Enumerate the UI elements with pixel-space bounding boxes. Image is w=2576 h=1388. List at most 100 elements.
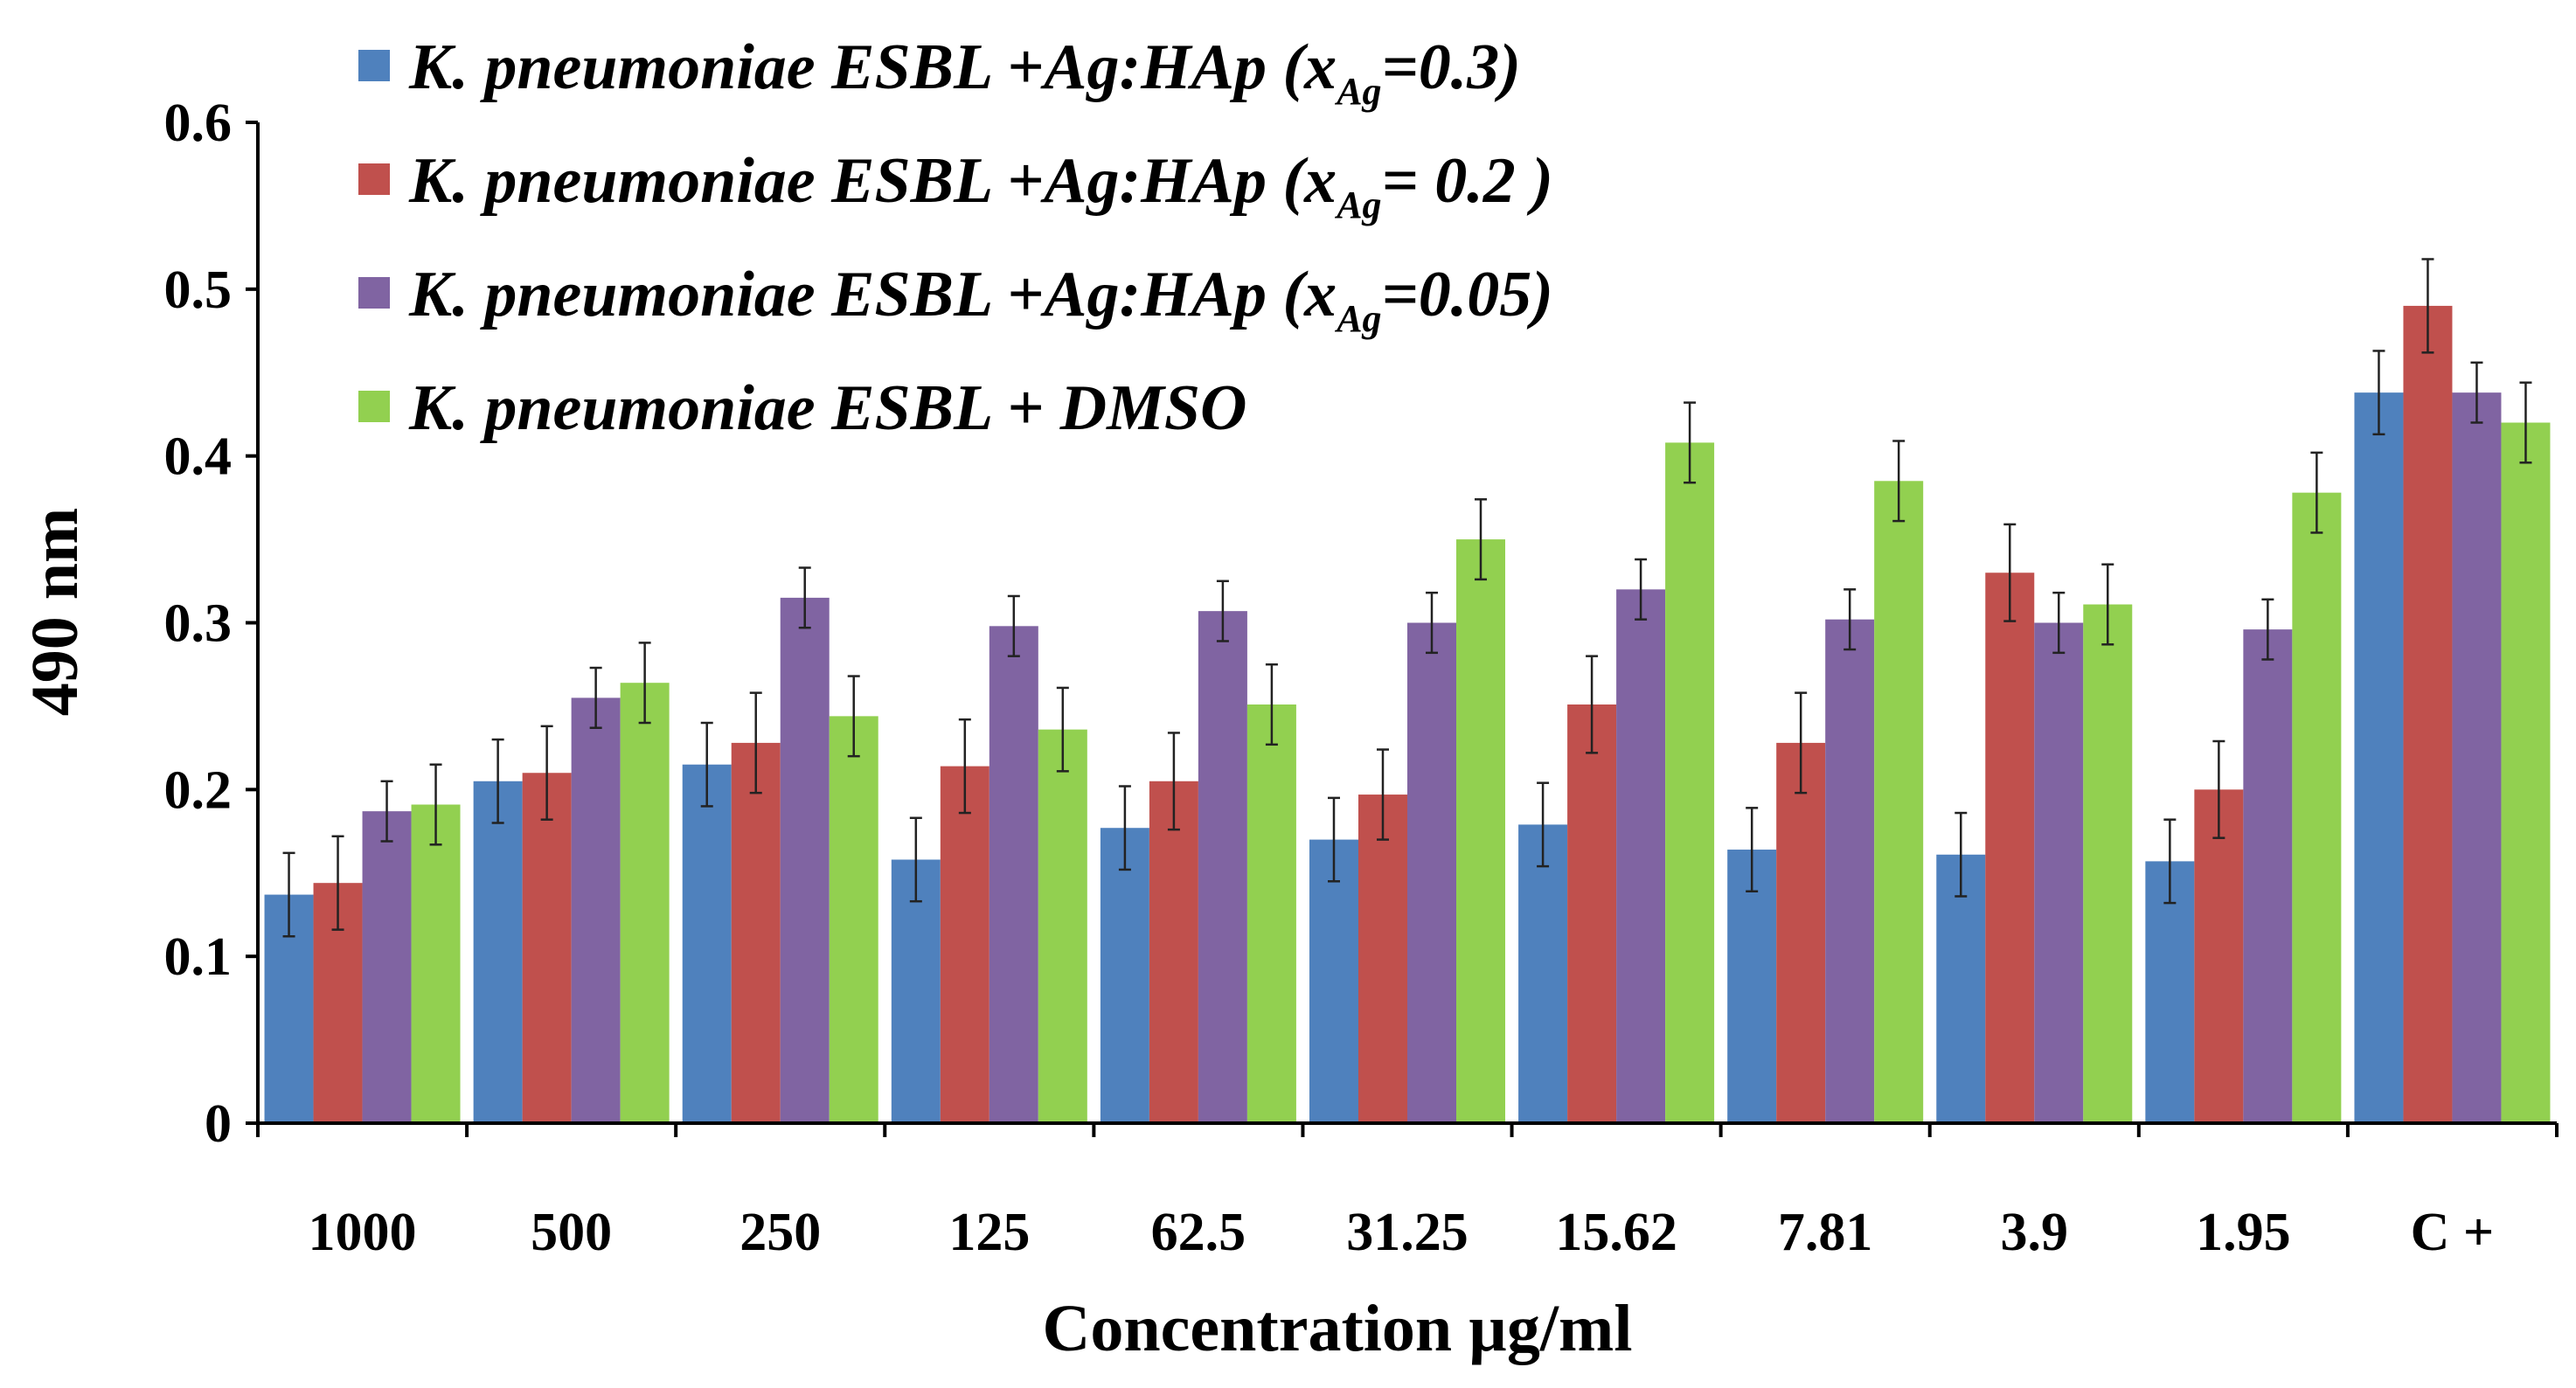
error-bar [1586, 655, 1599, 754]
bar [780, 597, 830, 1123]
error-bar [2003, 523, 2017, 622]
x-tick-label: 1000 [309, 1203, 417, 1262]
bar [1727, 850, 1777, 1123]
bar [1198, 611, 1247, 1123]
legend-label: K. pneumoniae ESBL + DMSO [408, 372, 1246, 444]
bar [891, 859, 941, 1123]
bar [1518, 824, 1568, 1123]
y-tick-label: 0.6 [164, 94, 233, 153]
error-bar [429, 763, 442, 846]
legend-swatch [358, 277, 390, 309]
bar [940, 766, 989, 1123]
y-tick-label: 0 [205, 1094, 232, 1154]
error-bar [749, 691, 762, 795]
bar [2145, 861, 2195, 1123]
error-bar [638, 642, 651, 725]
bar [829, 716, 878, 1123]
bar [2403, 305, 2453, 1124]
error-bars-layer [282, 258, 2532, 938]
x-tick-label: 31.25 [1346, 1203, 1469, 1262]
bar [2292, 492, 2342, 1123]
bar [1246, 704, 1296, 1123]
y-tick-label: 0.2 [164, 760, 233, 820]
error-bar [2519, 381, 2532, 464]
error-bar [2101, 563, 2114, 646]
legend-swatch [358, 50, 390, 81]
error-bar [1635, 558, 1648, 621]
y-axis-title: 490 nm [18, 508, 92, 717]
bar [362, 811, 412, 1123]
error-bar [491, 738, 504, 824]
bar [989, 626, 1038, 1123]
bar [1149, 781, 1198, 1123]
error-bar [958, 718, 971, 815]
x-tick-label: 3.9 [2001, 1203, 2069, 1262]
error-bar [2212, 739, 2225, 839]
legend-entry: K. pneumoniae ESBL +Ag:HAp (xAg=0.05) [358, 259, 1553, 340]
error-bar [1746, 807, 1759, 892]
error-bar [1684, 401, 1697, 484]
error-bar [1167, 732, 1180, 831]
bar [2243, 629, 2293, 1123]
error-bar [1007, 594, 1020, 657]
error-bar [2163, 818, 2177, 905]
error-bar [1328, 796, 1340, 883]
bar [1616, 589, 1666, 1123]
error-bar [1265, 663, 1278, 746]
bar [473, 781, 523, 1123]
error-bar [2261, 598, 2274, 661]
x-ticks: 1000 500 250 125 62.5 31.25 15.62 7.81 3.9 1.95 C … [256, 1123, 2559, 1262]
x-tick-label: 1.95 [2196, 1203, 2291, 1262]
error-bar [1537, 781, 1550, 868]
x-tick-label: 125 [948, 1203, 1030, 1262]
bar [2034, 622, 2084, 1123]
y-tick-label: 0.3 [164, 594, 233, 654]
x-tick-label: 500 [531, 1203, 612, 1262]
error-bar [1843, 588, 1857, 651]
error-bar [1118, 785, 1131, 871]
bar [1567, 704, 1617, 1123]
error-bar [380, 780, 393, 843]
legend-entry: K. pneumoniae ESBL +Ag:HAp (xAg= 0.2 ) [358, 145, 1553, 226]
y-tick-label: 0.1 [164, 927, 233, 987]
error-bar [540, 725, 553, 821]
error-bar [1892, 440, 1906, 523]
bar [2501, 422, 2551, 1123]
bar [1358, 795, 1407, 1123]
x-tick-label: 62.5 [1151, 1203, 1246, 1262]
legend-entry: K. pneumoniae ESBL +Ag:HAp (xAg=0.3) [358, 31, 1521, 113]
legend-label: K. pneumoniae ESBL +Ag:HAp (xAg=0.05) [408, 259, 1553, 340]
error-bar [909, 816, 922, 903]
y-tick-label: 0.4 [164, 427, 233, 487]
bar [1665, 442, 1715, 1123]
bar [1407, 622, 1456, 1123]
bar [2354, 392, 2404, 1123]
error-bar [2052, 591, 2066, 655]
error-bar [1216, 579, 1229, 642]
bar [1874, 481, 1924, 1123]
bars-layer [264, 305, 2551, 1124]
bar [2083, 604, 2133, 1123]
error-bar [700, 721, 713, 808]
error-bar [847, 675, 860, 758]
x-tick-label: C + [2411, 1203, 2495, 1262]
error-bar [1056, 686, 1069, 773]
bar [2452, 392, 2502, 1123]
error-bar [2310, 451, 2323, 534]
bar [1456, 539, 1505, 1123]
y-ticks: 0 0.1 0.2 0.3 0.4 0.5 0.6 [164, 94, 258, 1154]
error-bar [1377, 748, 1389, 841]
error-bar [282, 851, 295, 938]
legend: K. pneumoniae ESBL +Ag:HAp (xAg=0.3) K. p… [358, 31, 1553, 444]
bar [411, 804, 461, 1123]
x-tick-label: 15.62 [1555, 1203, 1677, 1262]
y-tick-label: 0.5 [164, 260, 233, 320]
error-bar [798, 566, 811, 629]
bar [1776, 742, 1826, 1123]
bar [1038, 729, 1087, 1123]
bar [620, 683, 670, 1123]
error-bar [2470, 361, 2483, 424]
bar [1985, 573, 2035, 1123]
bar [682, 764, 732, 1123]
